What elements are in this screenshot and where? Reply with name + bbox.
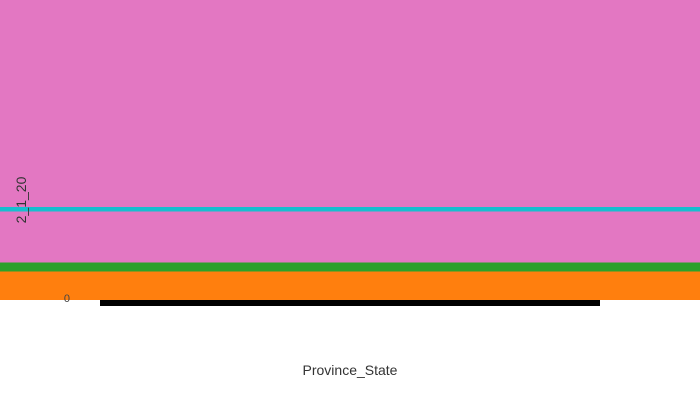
y-tick-label: 0	[64, 293, 70, 305]
x-axis-line	[100, 300, 600, 306]
area-band-4	[0, 0, 700, 207]
area-bands	[0, 0, 700, 300]
area-band-0	[0, 271, 700, 300]
area-band-1	[0, 262, 700, 272]
x-axis-title: Province_State	[303, 362, 398, 378]
y-axis-title: 2_1_20	[13, 176, 29, 223]
area-band-2	[0, 211, 700, 263]
area-band-3	[0, 207, 700, 212]
